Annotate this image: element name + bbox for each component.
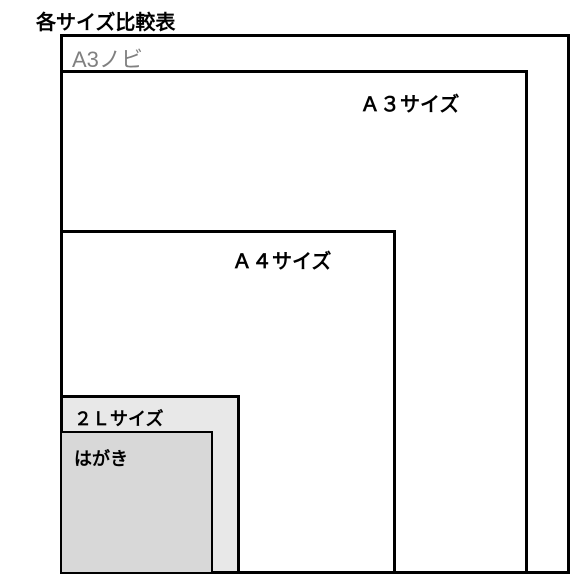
chart-title: 各サイズ比較表 xyxy=(36,6,175,35)
size-label-2l: ２Ｌサイズ xyxy=(74,405,163,431)
size-label-a3nobi: A3ノビ xyxy=(72,42,143,74)
size-label-a4: Ａ４サイズ xyxy=(232,245,331,274)
size-label-a3: Ａ３サイズ xyxy=(360,88,459,117)
size-label-hagaki: はがき xyxy=(74,445,128,471)
